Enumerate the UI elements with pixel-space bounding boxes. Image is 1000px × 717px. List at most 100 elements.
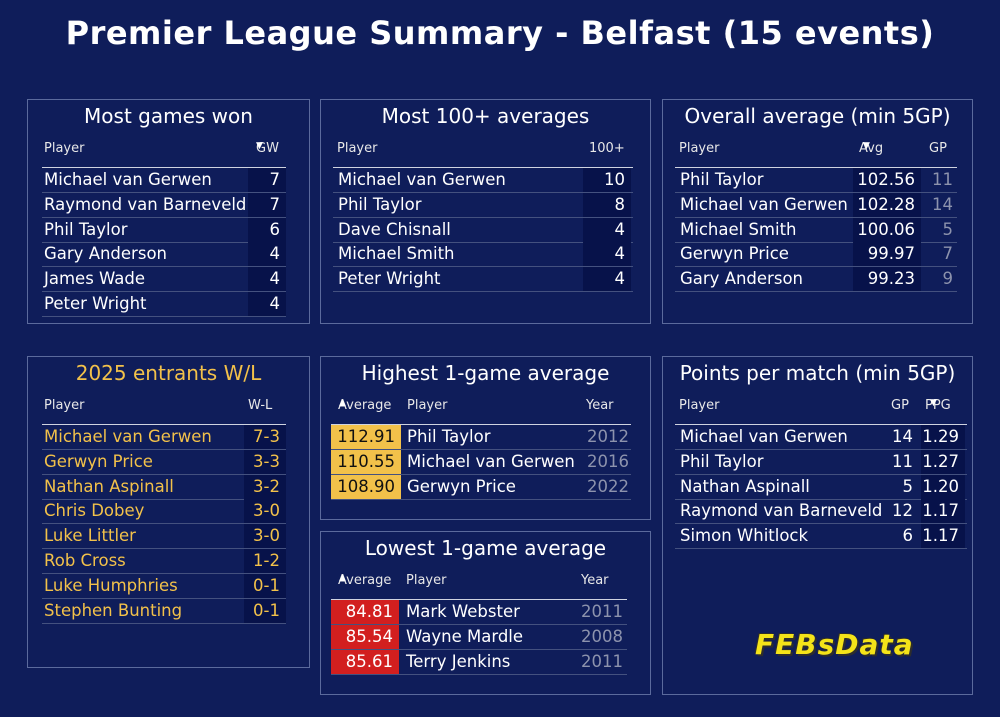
- player-name: Michael van Gerwen: [44, 427, 212, 446]
- average-value: 108.90: [331, 474, 401, 499]
- games-won-value: 4: [248, 292, 286, 316]
- col-header-gw[interactable]: GW: [256, 141, 279, 156]
- ppg-value: 1.17: [921, 524, 965, 549]
- sort-desc-icon: ▼: [930, 398, 937, 408]
- table-row: Phil Taylor 102.56 11: [675, 168, 957, 193]
- year-value: 2008: [581, 626, 623, 646]
- player-name: Simon Whitlock: [680, 526, 809, 546]
- year-value: 2016: [587, 451, 629, 471]
- player-name: Wayne Mardle: [406, 626, 524, 646]
- player-name: Michael Smith: [680, 219, 797, 239]
- table-row: Michael van Gerwen 14 1.29: [675, 425, 967, 450]
- average-value: 85.54: [331, 624, 399, 649]
- player-name: Mark Webster: [406, 602, 520, 621]
- ppg-value: 1.20: [921, 474, 965, 499]
- col-header-player[interactable]: Player: [44, 398, 85, 413]
- games-played-value: 14: [892, 427, 913, 446]
- col-header-year[interactable]: Year: [581, 573, 609, 588]
- table-header: Average ▲ Player Year: [331, 395, 631, 425]
- table-row: Peter Wright 4: [42, 292, 286, 317]
- average-value: 100.06: [853, 217, 921, 242]
- sort-desc-icon: ▼: [256, 141, 263, 151]
- col-header-player[interactable]: Player: [679, 141, 720, 156]
- table-row: Gerwyn Price 99.97 7: [675, 242, 957, 268]
- col-header-player[interactable]: Player: [407, 398, 448, 413]
- col-header-average[interactable]: Average: [338, 573, 392, 588]
- win-loss-value: 3-3: [244, 449, 286, 474]
- panel-title: Lowest 1-game average: [364, 536, 607, 560]
- col-header-player[interactable]: Player: [337, 141, 378, 156]
- col-header-player[interactable]: Player: [406, 573, 447, 588]
- table-row: Gary Anderson 4: [42, 242, 286, 268]
- table-row: Michael Smith 4: [333, 242, 633, 268]
- player-name: Gerwyn Price: [407, 476, 516, 496]
- col-header-average[interactable]: Average: [338, 398, 392, 413]
- table-row: Michael van Gerwen 7: [42, 168, 286, 193]
- average-value: 99.97: [853, 242, 921, 267]
- panel-highest-1game: Highest 1-game average Average ▲ Player …: [320, 356, 651, 520]
- player-name: Nathan Aspinall: [680, 476, 810, 496]
- player-name: Gerwyn Price: [680, 244, 789, 264]
- table-row: Michael van Gerwen 102.28 14: [675, 192, 957, 218]
- player-name: Dave Chisnall: [338, 219, 451, 239]
- table-header: Player W-L: [42, 395, 286, 425]
- player-name: Luke Humphries: [44, 575, 178, 595]
- table-row: Michael van Gerwen 10: [333, 168, 633, 193]
- games-played-value: 7: [942, 244, 954, 264]
- table-row: Raymond van Barneveld 12 1.17: [675, 499, 967, 525]
- col-header-gp[interactable]: GP: [929, 141, 947, 156]
- player-name: Phil Taylor: [680, 451, 764, 471]
- win-loss-value: 3-2: [244, 474, 286, 499]
- table-row: Luke Humphries 0-1: [42, 573, 286, 599]
- games-played-value: 14: [932, 194, 953, 214]
- col-header-ppg[interactable]: PPG: [925, 398, 951, 413]
- player-name: Raymond van Barneveld: [44, 194, 247, 214]
- player-name: Michael van Gerwen: [44, 170, 212, 189]
- sort-asc-icon: ▲: [339, 398, 346, 408]
- table-header: Average ▲ Player Year: [331, 570, 627, 600]
- table-header: Player 100+: [333, 138, 633, 168]
- average-value: 85.61: [331, 649, 399, 674]
- table-header: Player Avg ▼ GP: [675, 138, 957, 168]
- player-name: Michael van Gerwen: [680, 194, 848, 214]
- average-value: 110.55: [331, 449, 401, 474]
- games-played-value: 6: [902, 526, 914, 546]
- win-loss-value: 3-0: [244, 524, 286, 549]
- col-header-year[interactable]: Year: [586, 398, 614, 413]
- games-played-value: 5: [902, 476, 914, 496]
- panel-most-games-won: Most games won Player GW ▼ Michael van G…: [27, 99, 310, 324]
- table-row: Gary Anderson 99.23 9: [675, 267, 957, 293]
- games-won-value: 4: [248, 242, 286, 267]
- col-header-gp[interactable]: GP: [891, 398, 909, 413]
- table-row: 110.55 Michael van Gerwen 2016: [331, 449, 631, 475]
- player-name: Raymond van Barneveld: [680, 501, 883, 521]
- col-header-avg[interactable]: Avg: [859, 141, 884, 156]
- table-row: 108.90 Gerwyn Price 2022: [331, 474, 631, 500]
- panel-title: Highest 1-game average: [361, 361, 610, 385]
- player-name: Peter Wright: [44, 294, 147, 313]
- table-row: Rob Cross 1-2: [42, 549, 286, 574]
- sort-asc-icon: ▲: [339, 573, 346, 583]
- col-header-player[interactable]: Player: [679, 398, 720, 413]
- col-header-100plus[interactable]: 100+: [589, 141, 625, 156]
- panel-2025-entrants: 2025 entrants W/L Player W-L Michael van…: [27, 356, 310, 668]
- sort-desc-icon: ▼: [863, 141, 870, 151]
- win-loss-value: 3-0: [244, 499, 286, 524]
- games-won-value: 7: [248, 168, 286, 192]
- average-value: 99.23: [853, 267, 921, 292]
- year-value: 2022: [587, 476, 629, 496]
- col-header-player[interactable]: Player: [44, 141, 85, 156]
- table-row: Phil Taylor 11 1.27: [675, 449, 967, 475]
- table-row: 112.91 Phil Taylor 2012: [331, 425, 631, 450]
- hundred-plus-value: 4: [583, 242, 631, 267]
- player-name: Peter Wright: [338, 269, 441, 289]
- col-header-wl[interactable]: W-L: [248, 398, 273, 413]
- panel-title: Most 100+ averages: [381, 104, 590, 128]
- player-name: Gary Anderson: [680, 269, 803, 289]
- table-row: 85.54 Wayne Mardle 2008: [331, 624, 627, 650]
- player-name: Luke Littler: [44, 526, 136, 546]
- player-name: James Wade: [44, 269, 146, 289]
- page-title: Premier League Summary - Belfast (15 eve…: [65, 14, 935, 52]
- ppg-value: 1.17: [921, 499, 965, 524]
- panel-points-per-match: Points per match (min 5GP) Player GP PPG…: [662, 356, 973, 695]
